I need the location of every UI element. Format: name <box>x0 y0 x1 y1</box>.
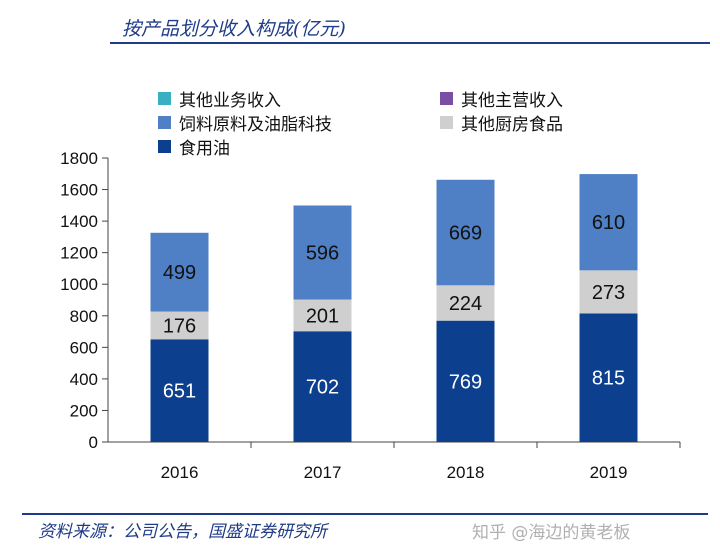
y-tick-label: 1600 <box>60 181 98 200</box>
data-label: 499 <box>163 262 196 284</box>
legend-label-edible-oil: 食用油 <box>179 139 230 159</box>
legend-swatch-feed <box>158 116 171 129</box>
bar-segment <box>436 285 495 321</box>
data-label: 669 <box>449 223 482 245</box>
y-tick-label: 800 <box>70 307 98 326</box>
y-tick-label: 600 <box>70 338 98 357</box>
bar-segment <box>293 331 352 442</box>
bar-segment <box>293 205 352 300</box>
data-label: 596 <box>306 243 339 265</box>
data-label: 610 <box>592 212 625 234</box>
title-divider <box>110 42 710 44</box>
legend-swatch-other-business <box>158 92 171 105</box>
bar-segment <box>436 179 495 286</box>
x-tick-label: 2016 <box>161 463 199 482</box>
y-tick-label: 1800 <box>60 149 98 168</box>
data-label: 224 <box>449 293 482 315</box>
data-label: 201 <box>306 305 339 327</box>
data-label: 815 <box>592 368 625 390</box>
data-label: 273 <box>592 282 625 304</box>
bar-segment <box>150 232 209 312</box>
y-tick-label: 400 <box>70 370 98 389</box>
watermark: 知乎 @海边的黄老板 <box>472 523 631 543</box>
legend-label-other-main: 其他主营收入 <box>461 91 563 111</box>
data-label: 176 <box>163 315 196 337</box>
y-tick-label: 1200 <box>60 244 98 263</box>
bar-segment <box>436 320 495 442</box>
bar-segment <box>579 313 638 442</box>
data-label: 702 <box>306 377 339 399</box>
legend-swatch-kitchen <box>440 116 453 129</box>
x-tick-label: 2017 <box>304 463 342 482</box>
source-divider <box>22 513 708 515</box>
data-label: 651 <box>163 381 196 403</box>
legend-item-other-main: 其他主营收入 <box>440 86 563 111</box>
legend-item-other-business: 其他业务收入 <box>158 86 281 111</box>
bar-segment <box>579 174 638 271</box>
legend-swatch-edible-oil <box>158 140 171 153</box>
legend-item-edible-oil: 食用油 <box>158 134 230 159</box>
source-note: 资料来源：公司公告，国盛证券研究所 <box>38 522 327 542</box>
bar-segment <box>150 339 209 442</box>
y-tick-label: 200 <box>70 401 98 420</box>
legend-item-kitchen: 其他厨房食品 <box>440 110 563 135</box>
x-tick-label: 2019 <box>590 463 628 482</box>
bar-segment <box>150 311 209 340</box>
legend-item-feed: 饲料原料及油脂科技 <box>158 110 332 135</box>
legend-label-feed: 饲料原料及油脂科技 <box>179 115 332 135</box>
y-tick-label: 1400 <box>60 212 98 231</box>
legend-swatch-other-main <box>440 92 453 105</box>
y-tick-label: 1000 <box>60 275 98 294</box>
chart-title: 按产品划分收入构成(亿元) <box>122 18 346 40</box>
bar-segment <box>579 270 638 314</box>
legend-label-kitchen: 其他厨房食品 <box>461 115 563 135</box>
bar-segment <box>293 299 352 332</box>
x-tick-label: 2018 <box>447 463 485 482</box>
y-tick-label: 0 <box>89 433 98 452</box>
legend-label-other-business: 其他业务收入 <box>179 91 281 111</box>
data-label: 769 <box>449 371 482 393</box>
